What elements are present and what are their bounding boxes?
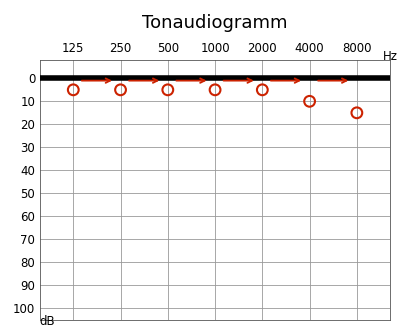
Point	[306, 99, 312, 104]
Point	[70, 87, 76, 93]
Text: dB: dB	[39, 315, 55, 328]
Text: Hz: Hz	[382, 50, 397, 63]
Point	[259, 87, 265, 93]
Point	[117, 87, 124, 93]
Point	[211, 87, 218, 93]
Point	[164, 87, 170, 93]
Title: Tonaudiogramm: Tonaudiogramm	[142, 14, 287, 32]
Point	[353, 110, 359, 116]
